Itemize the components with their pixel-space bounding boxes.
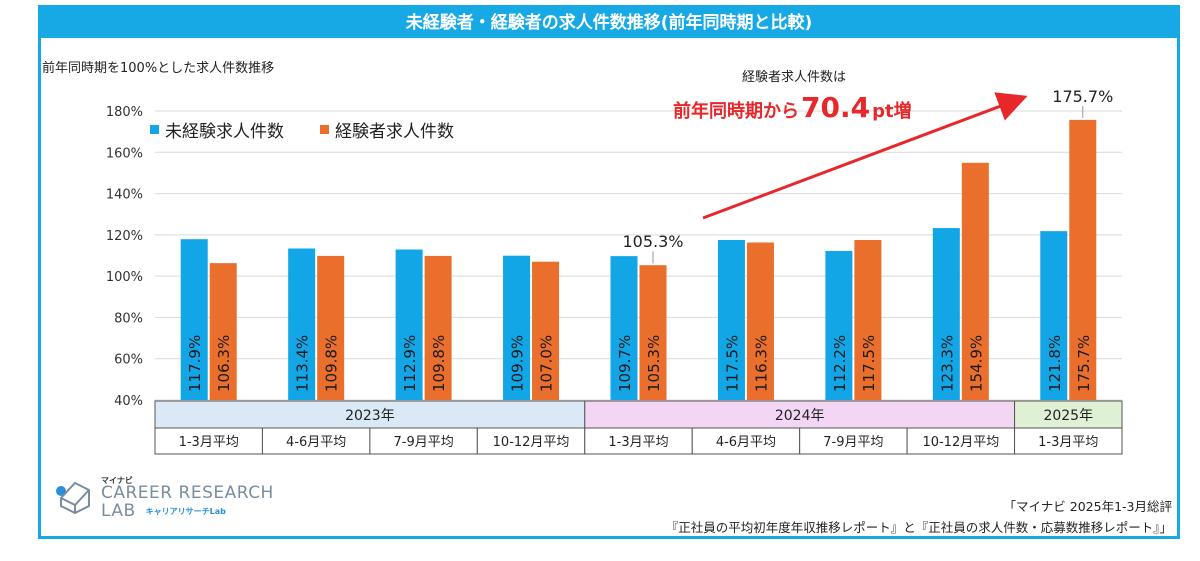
year-group-label: 2023年 [345,408,395,424]
bar-value-label: 117.9% [186,335,204,392]
bar-inexperienced [825,250,853,400]
category-cell [476,427,586,455]
bar-inexperienced [717,240,745,400]
source-note: 「マイナビ 2025年1-3月総評 『正社員の平均初年度年収推移レポート』と『正… [666,496,1172,538]
chart-subtitle: 前年同時期を100%とした求人件数推移 [42,61,275,76]
category-cell [1014,427,1123,455]
annotation-label: 105.3% [622,232,683,251]
callout-value: 70.4 [801,91,871,124]
y-tick-label: 40% [114,394,143,409]
category-label: 4-6月平均 [716,435,776,450]
callout-prefix: 前年同時期から [673,101,799,122]
bar-experienced [317,255,345,400]
logo-top-text: マイナビ [101,476,133,485]
bar-experienced [746,242,774,400]
category-label: 7-9月平均 [393,435,453,450]
bar-value-label: 123.3% [938,335,956,392]
bar-value-label: 154.9% [967,335,985,392]
y-tick-label: 140% [106,188,143,203]
y-tick-label: 60% [114,353,143,368]
category-label: 1-3月平均 [179,435,239,450]
callout-line1: 経験者求人件数は [742,70,847,85]
bar-inexperienced [180,239,208,400]
category-label: 1-3月平均 [1038,435,1098,450]
bar-experienced [639,265,667,400]
source-line1: 「マイナビ 2025年1-3月総評 [1003,499,1172,514]
annotation-label: 175.7% [1052,87,1113,106]
bar-experienced [1069,119,1097,400]
category-cell [691,427,801,455]
bar-inexperienced [288,248,316,400]
trend-arrow [702,92,1028,220]
category-cell [154,427,263,455]
bar-experienced [854,240,882,400]
bar-value-label: 116.3% [752,335,770,392]
bar-value-label: 117.5% [860,335,878,392]
bar-experienced [961,162,989,400]
bar-value-label: 107.0% [538,335,556,392]
legend-swatch-experienced [320,125,329,134]
category-cell [584,427,693,455]
bar-experienced [209,263,237,400]
legend-swatch-inexperienced [150,125,159,134]
career-research-lab-logo: マイナビ CAREER RESEARCH LAB キャリアリサーチLab [55,476,274,522]
bar-experienced [532,261,560,400]
y-tick-label: 120% [106,229,143,244]
legend-item-inexperienced: 未経験求人件数 [150,117,284,142]
category-cell [369,427,478,455]
bar-value-label: 112.9% [401,335,419,392]
category-label: 10-12月平均 [493,435,570,450]
bar-inexperienced [610,256,638,400]
callout-suffix: pt増 [872,101,912,122]
bar-value-label: 112.2% [831,335,849,392]
y-tick-label: 160% [106,146,143,161]
year-group-cell [154,400,586,429]
legend-item-experienced: 経験者求人件数 [320,117,454,142]
category-label: 4-6月平均 [286,435,346,450]
bar-inexperienced [1040,231,1068,400]
callout-line2: 前年同時期から 70.4 pt増 [673,91,912,124]
bar-value-label: 117.5% [723,335,741,392]
legend-label-inexperienced: 未経験求人件数 [165,122,284,142]
y-tick-label: 180% [106,105,143,120]
category-cell [799,427,908,455]
year-group-label: 2024年 [775,408,825,424]
cube-logo-icon [56,481,90,515]
bar-value-label: 109.8% [323,335,341,392]
bar-inexperienced [503,255,531,400]
chart-title: 未経験者・経験者の求人件数推移(前年同時期と比較) [41,8,1177,38]
category-label: 1-3月平均 [608,435,668,450]
logo-lab-text: LAB [101,501,136,522]
category-label: 10-12月平均 [922,435,999,450]
bar-value-label: 109.7% [616,335,634,392]
legend: 未経験求人件数 経験者求人件数 [150,117,454,142]
bar-inexperienced [395,249,423,400]
year-group-label: 2025年 [1043,408,1093,424]
bar-experienced [424,255,452,400]
bar-value-label: 105.3% [645,335,663,392]
bar-inexperienced [932,228,960,400]
bar-value-label: 175.7% [1075,335,1093,392]
bar-value-label: 106.3% [215,335,233,392]
y-tick-label: 80% [114,311,143,326]
bar-value-label: 109.8% [430,335,448,392]
category-cell [261,427,371,455]
legend-label-experienced: 経験者求人件数 [335,122,454,142]
y-tick-label: 100% [106,270,143,285]
bar-value-label: 113.4% [294,335,312,392]
source-line2: 『正社員の平均初年度年収推移レポート』と『正社員の求人件数・応募数推移レポート』… [665,520,1172,535]
logo-main-text: CAREER RESEARCH [101,483,274,504]
logo-sub-text: キャリアリサーチLab [145,506,226,516]
bar-value-label: 121.8% [1046,335,1064,392]
category-label: 7-9月平均 [823,435,883,450]
bar-value-label: 109.9% [509,335,527,392]
